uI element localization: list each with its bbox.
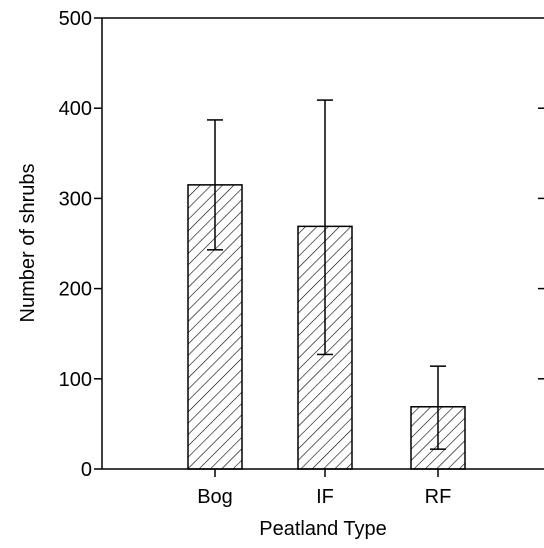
y-tick-label-500: 500	[59, 8, 92, 30]
y-tick-label-300: 300	[59, 188, 92, 210]
y-tick-label-400: 400	[59, 98, 92, 120]
y-tick-label-100: 100	[59, 369, 92, 391]
y-axis-title: Number of shrubs	[17, 164, 39, 323]
y-tick-label-200: 200	[59, 279, 92, 301]
error-bars	[207, 99, 446, 450]
x-tick-label-RF: RF	[425, 486, 452, 508]
bars	[187, 184, 466, 470]
y-tick-label-0: 0	[81, 459, 92, 481]
x-axis-title: Peatland Type	[259, 518, 387, 540]
x-tick-label-Bog: Bog	[197, 486, 233, 508]
y-ticks: 0 100 200 300 400 500	[59, 8, 544, 481]
x-tick-labels: Bog IF RF	[197, 469, 451, 508]
x-tick-label-IF: IF	[316, 486, 334, 508]
